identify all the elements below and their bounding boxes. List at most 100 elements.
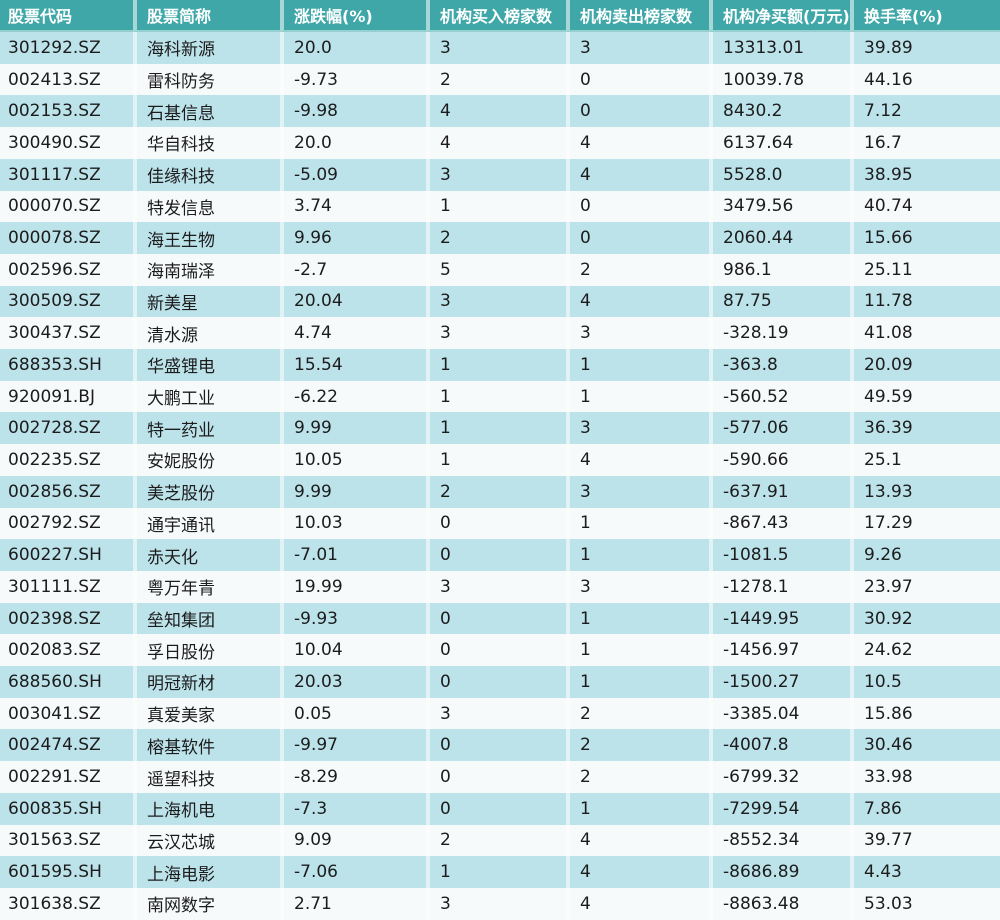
column-header-sell: 机构卖出榜家数 — [566, 0, 709, 32]
cell-turnover: 30.92 — [850, 602, 1000, 635]
cell-name: 清水源 — [133, 317, 280, 350]
cell-sell: 1 — [566, 507, 709, 540]
cell-name: 华盛锂电 — [133, 349, 280, 381]
cell-buy: 1 — [426, 856, 566, 888]
cell-buy: 2 — [426, 63, 566, 96]
cell-net: -1278.1 — [709, 570, 850, 603]
cell-sell: 0 — [566, 63, 709, 96]
cell-sell: 3 — [566, 475, 709, 508]
cell-sell: 3 — [566, 317, 709, 350]
cell-sell: 0 — [566, 190, 709, 223]
cell-change: 9.09 — [280, 824, 426, 857]
cell-change: 20.0 — [280, 127, 426, 159]
cell-code: 300509.SZ — [0, 285, 133, 318]
cell-net: -7299.54 — [709, 792, 850, 825]
cell-turnover: 23.97 — [850, 570, 1000, 603]
cell-name: 遥望科技 — [133, 761, 280, 793]
cell-buy: 0 — [426, 792, 566, 825]
cell-name: 上海机电 — [133, 792, 280, 825]
table-row: 600835.SH 上海机电 -7.3 0 1 -7299.54 7.86 — [0, 792, 1000, 825]
cell-code: 300490.SZ — [0, 127, 133, 159]
table-header: 股票代码 股票简称 涨跌幅(%) 机构买入榜家数 机构卖出榜家数 机构净买额(万元) 换手率… — [0, 0, 1000, 32]
column-header-code: 股票代码 — [0, 0, 133, 32]
cell-name: 海科新源 — [133, 32, 280, 64]
cell-turnover: 41.08 — [850, 317, 1000, 350]
table-row: 301292.SZ 海科新源 20.0 3 3 13313.01 39.89 — [0, 32, 1000, 64]
cell-net: -637.91 — [709, 475, 850, 508]
cell-buy: 4 — [426, 127, 566, 159]
cell-net: -6799.32 — [709, 761, 850, 793]
cell-net: 5528.0 — [709, 158, 850, 191]
cell-turnover: 49.59 — [850, 380, 1000, 413]
column-header-name: 股票简称 — [133, 0, 280, 32]
table-row: 003041.SZ 真爱美家 0.05 3 2 -3385.04 15.86 — [0, 697, 1000, 730]
cell-sell: 4 — [566, 887, 709, 920]
cell-buy: 1 — [426, 380, 566, 413]
cell-change: -7.01 — [280, 539, 426, 571]
cell-buy: 3 — [426, 887, 566, 920]
cell-name: 华自科技 — [133, 127, 280, 159]
cell-name: 粤万年青 — [133, 570, 280, 603]
cell-change: -7.3 — [280, 792, 426, 825]
cell-change: 10.04 — [280, 634, 426, 667]
table-row: 002413.SZ 雷科防务 -9.73 2 0 10039.78 44.16 — [0, 63, 1000, 96]
cell-turnover: 7.12 — [850, 95, 1000, 128]
cell-buy: 0 — [426, 507, 566, 540]
cell-code: 688353.SH — [0, 349, 133, 381]
cell-net: -363.8 — [709, 349, 850, 381]
cell-code: 688560.SH — [0, 666, 133, 698]
cell-code: 003041.SZ — [0, 697, 133, 730]
column-header-change: 涨跌幅(%) — [280, 0, 426, 32]
cell-change: 15.54 — [280, 349, 426, 381]
cell-sell: 1 — [566, 349, 709, 381]
table-row: 300490.SZ 华自科技 20.0 4 4 6137.64 16.7 — [0, 127, 1000, 159]
cell-sell: 4 — [566, 127, 709, 159]
cell-net: -8552.34 — [709, 824, 850, 857]
table-row: 600227.SH 赤天化 -7.01 0 1 -1081.5 9.26 — [0, 539, 1000, 571]
cell-sell: 2 — [566, 729, 709, 762]
cell-code: 301111.SZ — [0, 570, 133, 603]
cell-buy: 1 — [426, 444, 566, 476]
cell-code: 000078.SZ — [0, 222, 133, 254]
cell-turnover: 53.03 — [850, 887, 1000, 920]
cell-sell: 3 — [566, 570, 709, 603]
cell-sell: 0 — [566, 95, 709, 128]
cell-sell: 1 — [566, 380, 709, 413]
cell-net: -8686.89 — [709, 856, 850, 888]
cell-name: 榕基软件 — [133, 729, 280, 762]
cell-buy: 2 — [426, 475, 566, 508]
cell-turnover: 40.74 — [850, 190, 1000, 223]
cell-sell: 2 — [566, 253, 709, 286]
cell-turnover: 25.1 — [850, 444, 1000, 476]
cell-turnover: 24.62 — [850, 634, 1000, 667]
cell-change: 0.05 — [280, 697, 426, 730]
table-row: 688560.SH 明冠新材 20.03 0 1 -1500.27 10.5 — [0, 666, 1000, 698]
cell-turnover: 39.77 — [850, 824, 1000, 857]
cell-change: 10.03 — [280, 507, 426, 540]
cell-turnover: 17.29 — [850, 507, 1000, 540]
cell-code: 301117.SZ — [0, 158, 133, 191]
cell-net: 2060.44 — [709, 222, 850, 254]
cell-code: 002728.SZ — [0, 412, 133, 445]
cell-name: 新美星 — [133, 285, 280, 318]
cell-code: 301638.SZ — [0, 887, 133, 920]
table-row: 000070.SZ 特发信息 3.74 1 0 3479.56 40.74 — [0, 190, 1000, 223]
cell-change: 9.96 — [280, 222, 426, 254]
table-row: 002291.SZ 遥望科技 -8.29 0 2 -6799.32 33.98 — [0, 761, 1000, 793]
cell-change: 20.04 — [280, 285, 426, 318]
cell-change: -9.98 — [280, 95, 426, 128]
cell-name: 赤天化 — [133, 539, 280, 571]
table-row: 002474.SZ 榕基软件 -9.97 0 2 -4007.8 30.46 — [0, 729, 1000, 762]
cell-turnover: 33.98 — [850, 761, 1000, 793]
cell-code: 002398.SZ — [0, 602, 133, 635]
cell-buy: 3 — [426, 317, 566, 350]
cell-buy: 3 — [426, 158, 566, 191]
cell-net: 3479.56 — [709, 190, 850, 223]
cell-buy: 1 — [426, 412, 566, 445]
cell-name: 海南瑞泽 — [133, 253, 280, 286]
cell-code: 000070.SZ — [0, 190, 133, 223]
table-row: 002398.SZ 垒知集团 -9.93 0 1 -1449.95 30.92 — [0, 602, 1000, 635]
cell-turnover: 4.43 — [850, 856, 1000, 888]
cell-buy: 4 — [426, 95, 566, 128]
cell-change: -9.97 — [280, 729, 426, 762]
